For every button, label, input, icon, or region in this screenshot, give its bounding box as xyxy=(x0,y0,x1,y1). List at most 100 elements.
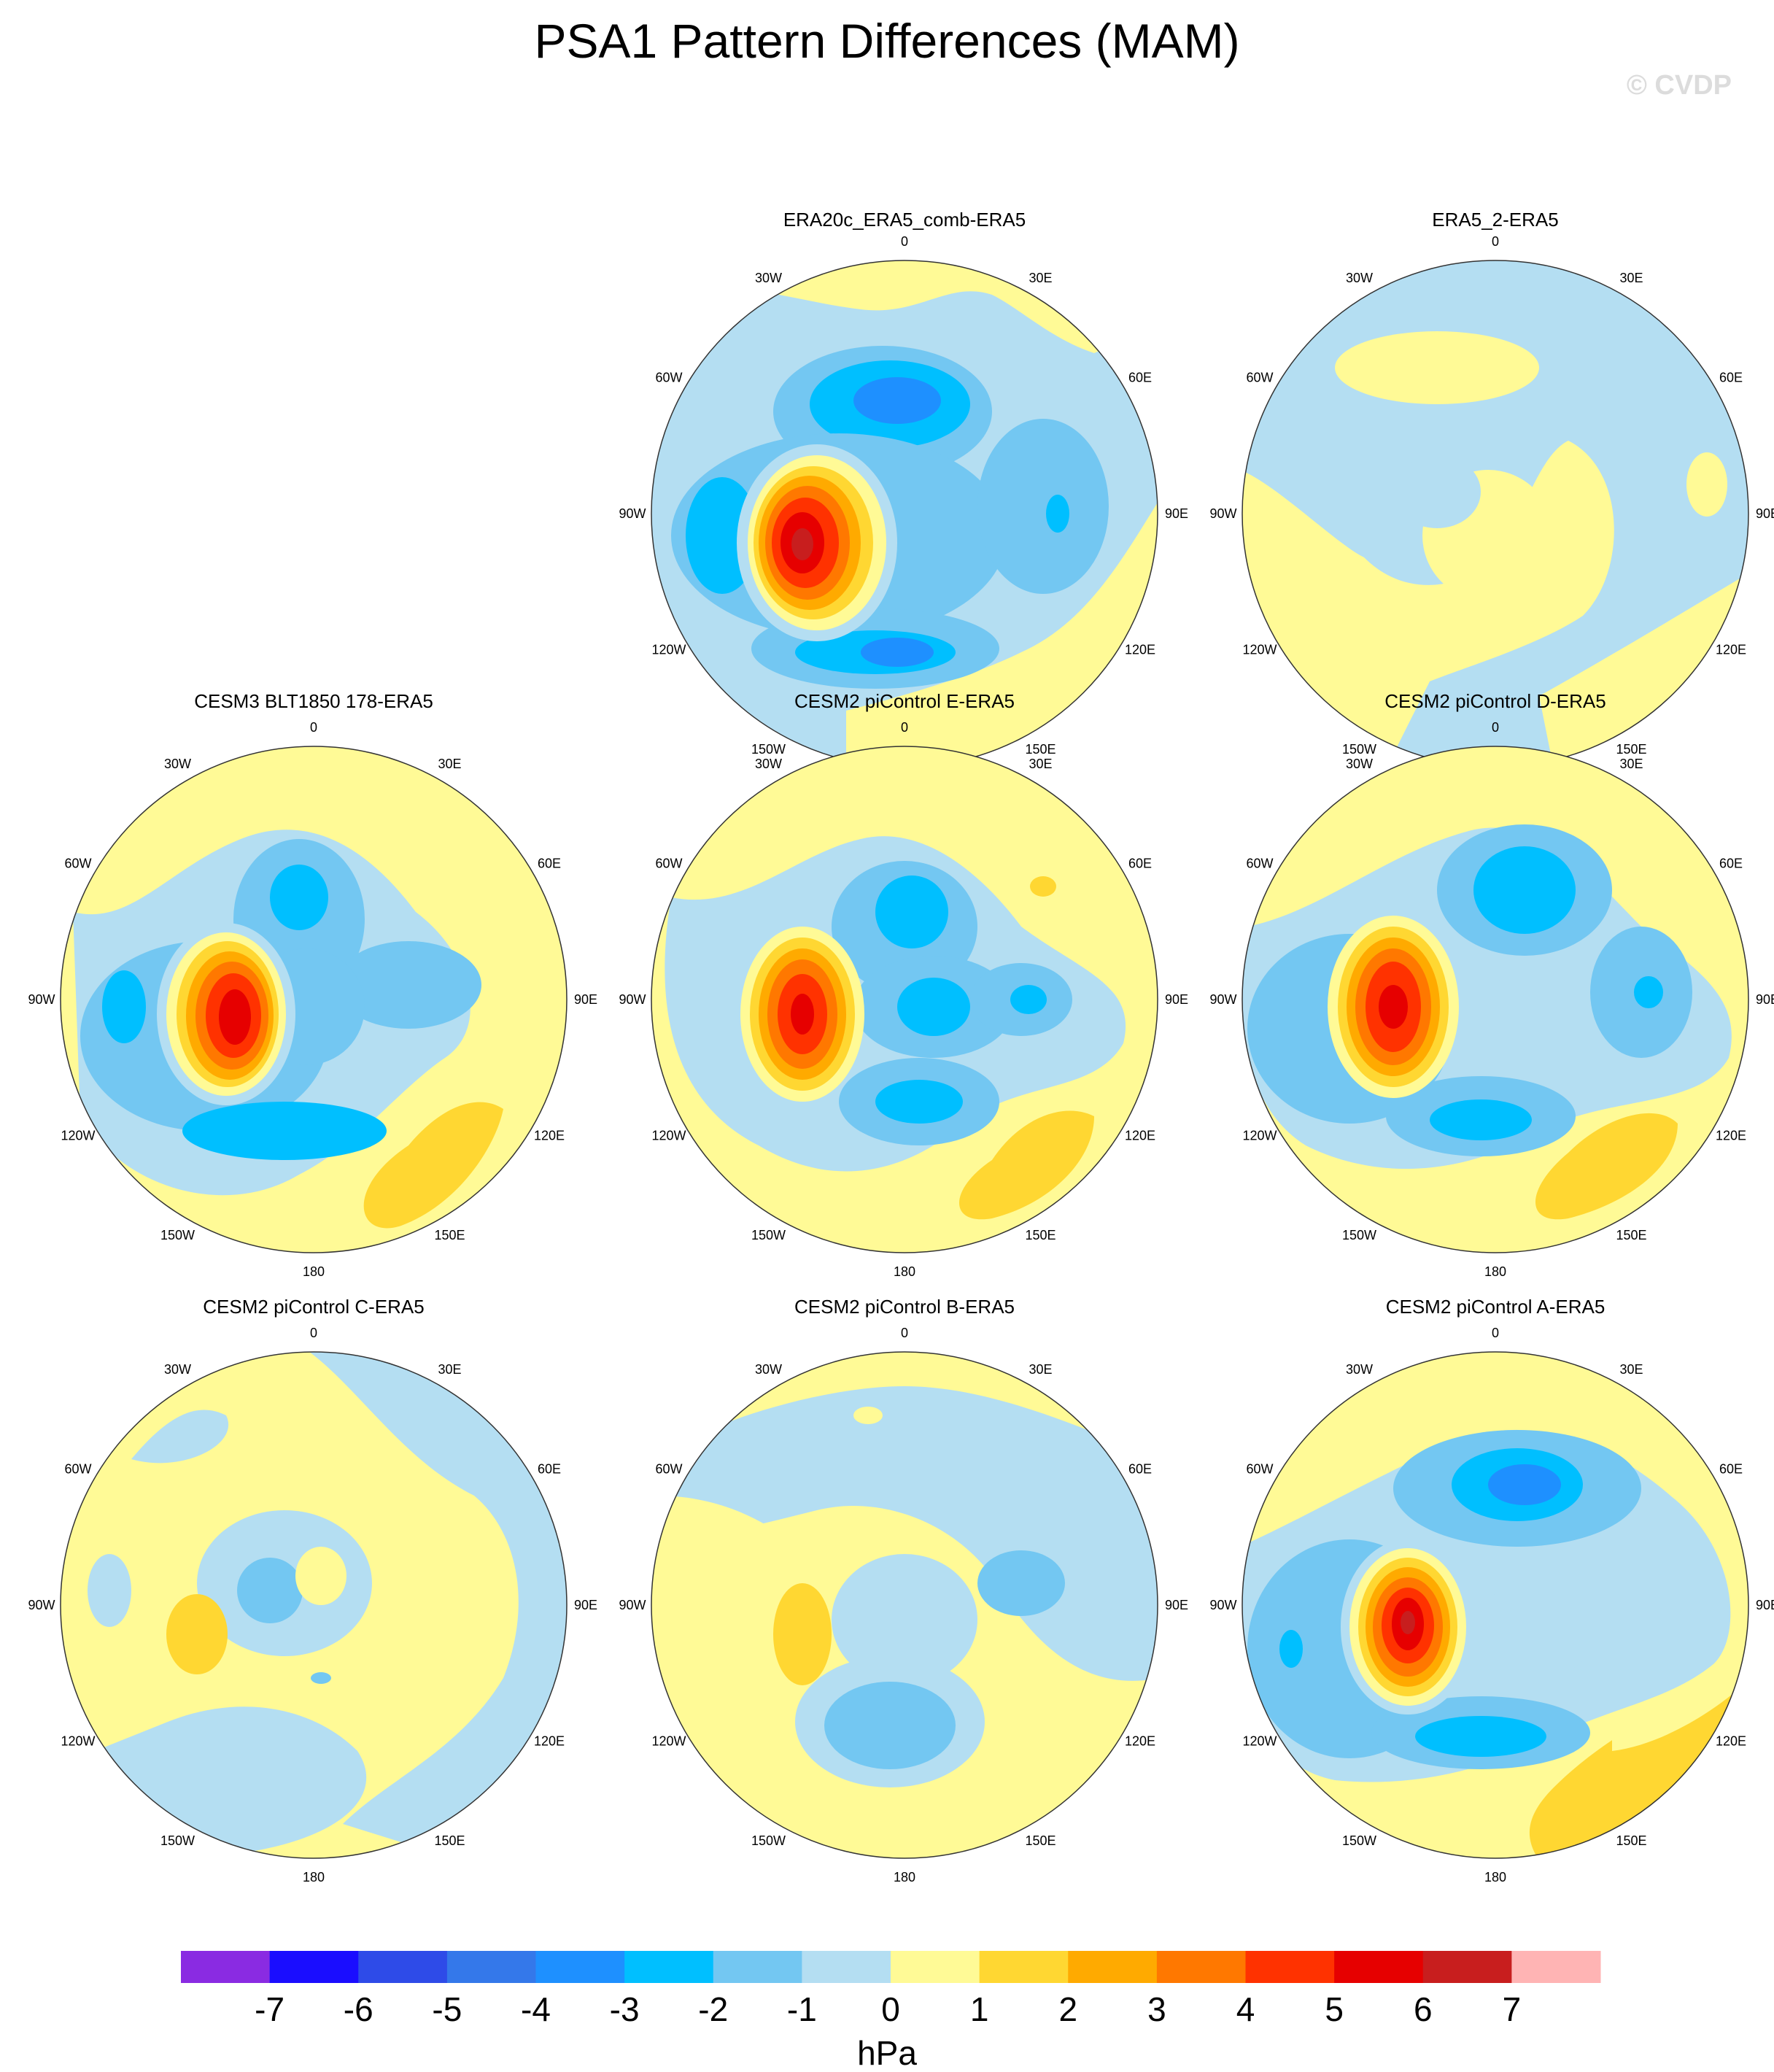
map-panel-2: ERA5_2-ERA5 030E60E90E120E150E180150W120… xyxy=(1209,209,1774,793)
longitude-label: 120E xyxy=(1125,643,1155,657)
longitude-label: 0 xyxy=(1492,234,1499,249)
map-panel-7: CESM2 piControl B-ERA5 0 30E 60E 90E 120E 150… xyxy=(619,1296,1188,1884)
longitude-label: 120W xyxy=(1242,1734,1277,1749)
colorbar-tick-label: 5 xyxy=(1325,1990,1344,2028)
longitude-label: 120W xyxy=(651,643,686,657)
map-boundary xyxy=(1242,746,1749,1253)
longitude-label: 30E xyxy=(438,1362,461,1377)
longitude-label: 60W xyxy=(655,1462,682,1477)
colorbar-tick-label: 3 xyxy=(1147,1990,1166,2028)
longitude-label: 180 xyxy=(303,1264,325,1279)
longitude-label: 90E xyxy=(574,992,597,1007)
colorbar-swatch xyxy=(358,1951,448,1983)
longitude-label: 0 xyxy=(310,720,317,735)
colorbar-tick-label: 2 xyxy=(1058,1990,1077,2028)
longitude-label: 150E xyxy=(434,1228,465,1242)
longitude-label: 90E xyxy=(1165,992,1188,1007)
longitude-label: 30W xyxy=(1346,271,1373,285)
colorbar-swatch xyxy=(446,1951,537,1983)
longitude-label: 30E xyxy=(1029,271,1052,285)
longitude-label: 30W xyxy=(164,757,191,771)
map-boundary xyxy=(651,1351,1158,1859)
longitude-label: 30W xyxy=(1346,757,1373,771)
longitude-label: 30W xyxy=(1346,1362,1373,1377)
longitude-label: 60E xyxy=(1719,371,1743,385)
longitude-label: 120E xyxy=(534,1734,565,1749)
longitude-label: 90W xyxy=(1209,1598,1236,1612)
colorbar-swatch xyxy=(1156,1951,1247,1983)
colorbar-unit: hPa xyxy=(857,2034,917,2072)
colorbar-tick-label: -6 xyxy=(344,1990,373,2028)
longitude-label: 180 xyxy=(1484,1870,1506,1884)
longitude-label: 60E xyxy=(1719,1462,1743,1477)
map-panel-5: CESM2 piControl D-ERA5 0 30E 60E 90E 120E 150… xyxy=(1209,690,1774,1279)
colorbar-swatch xyxy=(1422,1951,1512,1983)
longitude-label: 120E xyxy=(1716,1734,1746,1749)
longitude-label: 90E xyxy=(1165,506,1188,521)
longitude-label: 180 xyxy=(303,1870,325,1884)
colorbar-swatch xyxy=(269,1951,359,1983)
colorbar-swatch xyxy=(1511,1951,1601,1983)
longitude-label: 120E xyxy=(1125,1734,1155,1749)
longitude-label: 90W xyxy=(619,1598,646,1612)
colorbar-tick-label: -2 xyxy=(698,1990,728,2028)
longitude-label: 0 xyxy=(901,1326,908,1340)
longitude-label: 90E xyxy=(574,1598,597,1612)
longitude-label: 90W xyxy=(28,1598,55,1612)
longitude-label: 60E xyxy=(538,1462,561,1477)
colorbar-swatch xyxy=(979,1951,1069,1983)
longitude-label: 30E xyxy=(1619,757,1643,771)
longitude-label: 120E xyxy=(1125,1129,1155,1143)
longitude-label: 150E xyxy=(1025,742,1056,757)
map-boundary xyxy=(651,746,1158,1253)
longitude-label: 120W xyxy=(651,1129,686,1143)
colorbar-tick-label: -4 xyxy=(521,1990,551,2028)
colorbar-tick-label: 6 xyxy=(1414,1990,1433,2028)
longitude-label: 90E xyxy=(1165,1598,1188,1612)
longitude-label: 60W xyxy=(1246,1462,1273,1477)
colorbar-tick-label: 1 xyxy=(970,1990,989,2028)
longitude-label: 150W xyxy=(751,742,786,757)
longitude-label: 120E xyxy=(1716,643,1746,657)
panel-title: CESM2 piControl D-ERA5 xyxy=(1384,690,1605,712)
longitude-label: 30E xyxy=(1619,1362,1643,1377)
longitude-label: 90E xyxy=(1756,1598,1774,1612)
colorbar-tick-label: 7 xyxy=(1503,1990,1522,2028)
longitude-label: 120E xyxy=(534,1129,565,1143)
longitude-label: 60W xyxy=(64,1462,91,1477)
colorbar-swatch xyxy=(1245,1951,1335,1983)
longitude-label: 90W xyxy=(28,992,55,1007)
longitude-label: 150W xyxy=(751,1833,786,1848)
longitude-label: 120E xyxy=(1716,1129,1746,1143)
panel-title: CESM2 piControl B-ERA5 xyxy=(794,1296,1015,1318)
longitude-label: 30W xyxy=(755,1362,782,1377)
longitude-label: 90W xyxy=(619,506,646,521)
map-panel-1: ERA20c_ERA5_comb-ERA5 0 30E 60E 90E 120E 150E… xyxy=(619,209,1188,793)
colorbar-tick-label: -7 xyxy=(255,1990,284,2028)
longitude-label: 60W xyxy=(655,371,682,385)
map-panel-3: CESM3 BLT1850 178-ERA5 0 30E 60E 90E 120E 150… xyxy=(28,690,597,1279)
watermark: © CVDP xyxy=(1626,70,1732,101)
colorbar-swatch xyxy=(802,1951,891,1983)
colorbar-swatch xyxy=(535,1951,625,1983)
longitude-label: 60W xyxy=(1246,857,1273,871)
longitude-label: 0 xyxy=(901,234,908,249)
panel-title: CESM3 BLT1850 178-ERA5 xyxy=(194,690,433,712)
longitude-label: 120W xyxy=(651,1734,686,1749)
panel-title: ERA5_2-ERA5 xyxy=(1432,209,1558,231)
longitude-label: 60W xyxy=(1246,371,1273,385)
colorbar-swatch xyxy=(1334,1951,1424,1983)
longitude-label: 60E xyxy=(1128,857,1152,871)
longitude-label: 150W xyxy=(1342,742,1376,757)
colorbar-swatch xyxy=(891,1951,980,1983)
longitude-label: 120W xyxy=(1242,643,1277,657)
longitude-label: 60E xyxy=(1719,857,1743,871)
longitude-label: 150E xyxy=(1616,1833,1646,1848)
map-boundary xyxy=(60,1351,568,1859)
longitude-label: 120W xyxy=(61,1734,95,1749)
colorbar-tick-label: 0 xyxy=(881,1990,900,2028)
longitude-label: 150W xyxy=(160,1228,195,1242)
longitude-label: 0 xyxy=(901,720,908,735)
longitude-label: 0 xyxy=(310,1326,317,1340)
longitude-label: 60E xyxy=(1128,1462,1152,1477)
